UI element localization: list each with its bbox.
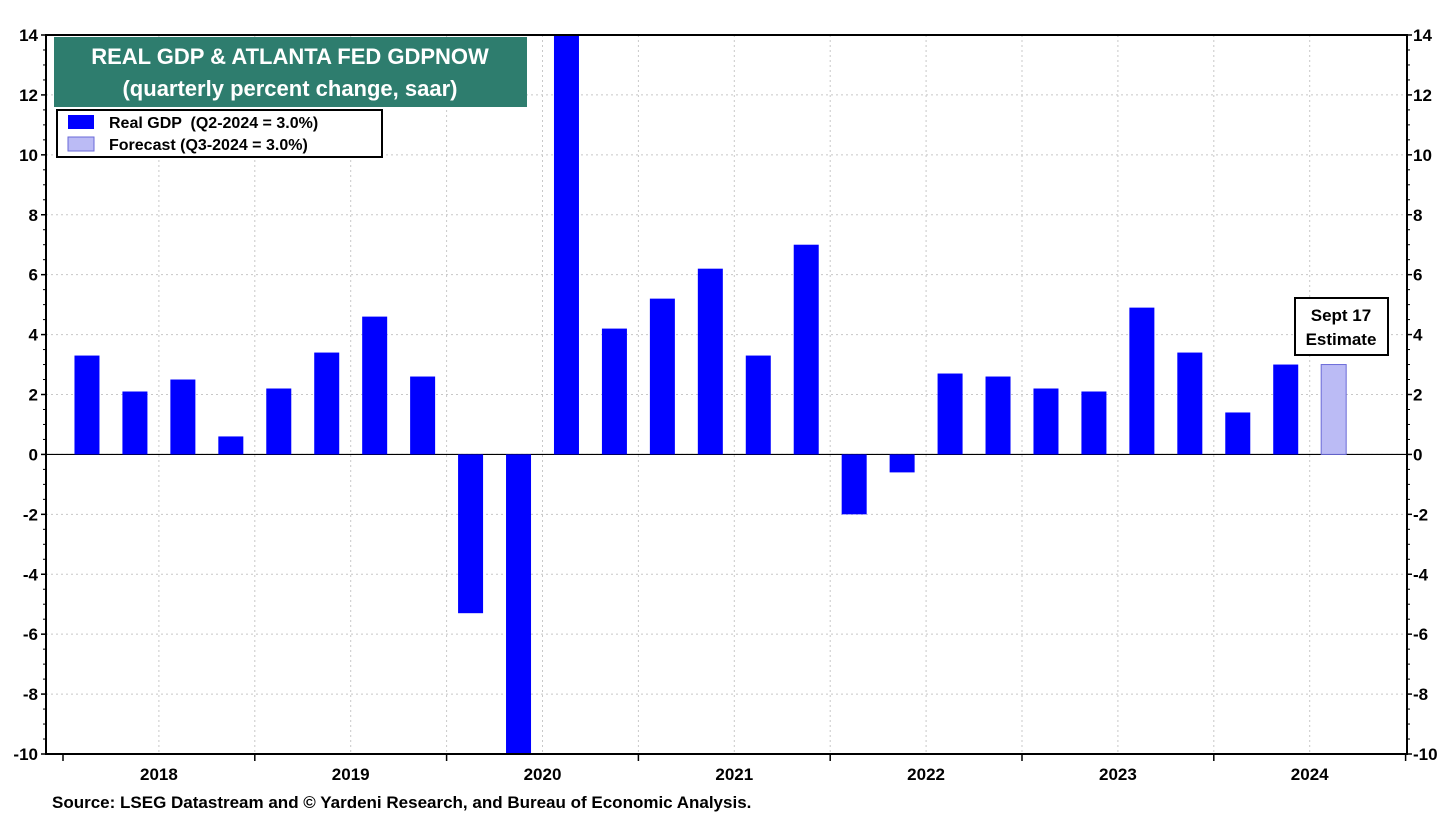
y-tick-label-left: 14	[19, 26, 38, 45]
bar-real-gdp	[1033, 388, 1059, 455]
y-tick-label-right: 10	[1413, 146, 1432, 165]
bar-real-gdp	[218, 436, 244, 455]
x-axis: 2018 2019 2020 2021 2022 2023 2024	[62, 754, 1407, 784]
legend: Real GDP (Q2-2024 = 3.0%) Forecast (Q3-2…	[56, 109, 383, 158]
y-tick-label-left: -8	[23, 685, 38, 704]
estimate-annotation: Sept 17 Estimate	[1294, 297, 1389, 356]
y-tick-label-right: 4	[1413, 326, 1423, 345]
bar-real-gdp	[314, 352, 340, 455]
bar-real-gdp	[362, 316, 388, 455]
bar-real-gdp	[889, 454, 915, 473]
bar-real-gdp	[1225, 412, 1251, 455]
bars	[74, 35, 1347, 754]
x-tick-label: 2022	[907, 765, 945, 784]
source-note: Source: LSEG Datastream and © Yardeni Re…	[52, 793, 752, 812]
x-tick-label: 2018	[140, 765, 178, 784]
y-tick-label-left: 12	[19, 86, 38, 105]
bar-real-gdp	[697, 268, 723, 455]
y-tick-label-right: -6	[1413, 625, 1428, 644]
bar-real-gdp	[649, 298, 675, 455]
title-box: REAL GDP & ATLANTA FED GDPNOW (quarterly…	[54, 37, 527, 107]
y-tick-label-left: 6	[29, 266, 38, 285]
bar-real-gdp	[1081, 391, 1107, 455]
bar-real-gdp	[841, 454, 867, 515]
bar-real-gdp	[458, 454, 484, 614]
y-tick-label-right: 8	[1413, 206, 1422, 225]
y-tick-label-left: 10	[19, 146, 38, 165]
bar-real-gdp	[745, 355, 771, 455]
y-tick-label-left: 4	[29, 326, 39, 345]
x-tick-label: 2020	[524, 765, 562, 784]
y-tick-label-right: 6	[1413, 266, 1422, 285]
y-tick-label-left: 2	[29, 386, 38, 405]
bar-real-gdp	[553, 35, 579, 455]
y-axis: 14 14 12 12 10 10 8 8 6 6 4 4 2 2 0 0 -2 -2 -4 -4 -6 -6 -8 -8 -1…	[13, 26, 1437, 764]
bar-real-gdp	[1129, 307, 1155, 455]
y-tick-label-left: -4	[23, 565, 39, 584]
y-tick-label-right: -4	[1413, 565, 1429, 584]
y-tick-label-left: -10	[13, 745, 38, 764]
chart-title: REAL GDP & ATLANTA FED GDPNOW	[91, 44, 489, 69]
y-tick-label-right: 0	[1413, 445, 1422, 464]
bar-real-gdp	[601, 328, 627, 455]
bar-real-gdp	[122, 391, 148, 455]
y-tick-label-left: 0	[29, 445, 38, 464]
y-tick-label-right: -2	[1413, 505, 1428, 524]
y-tick-label-right: 2	[1413, 386, 1422, 405]
legend-label-real-gdp: Real GDP (Q2-2024 = 3.0%)	[109, 115, 318, 132]
y-tick-label-right: -10	[1413, 745, 1438, 764]
x-tick-label: 2023	[1099, 765, 1137, 784]
bar-forecast	[1320, 364, 1347, 455]
bar-real-gdp	[1273, 364, 1299, 455]
legend-swatch-real-gdp	[68, 115, 94, 129]
bar-real-gdp	[170, 379, 196, 455]
y-tick-label-right: 12	[1413, 86, 1432, 105]
legend-label-forecast: Forecast (Q3-2024 = 3.0%)	[109, 137, 308, 154]
bar-real-gdp	[937, 373, 963, 455]
bar-real-gdp	[74, 355, 100, 455]
annotation-line2: Estimate	[1306, 330, 1377, 349]
bar-real-gdp	[506, 454, 532, 754]
y-tick-label-right: 14	[1413, 26, 1432, 45]
bar-real-gdp	[410, 376, 436, 455]
bar-real-gdp	[266, 388, 292, 455]
bar-real-gdp	[985, 376, 1011, 455]
y-tick-label-left: -2	[23, 505, 38, 524]
bar-real-gdp	[793, 244, 819, 455]
x-tick-label: 2021	[715, 765, 753, 784]
x-tick-label: 2024	[1291, 765, 1329, 784]
y-tick-label-left: 8	[29, 206, 38, 225]
y-tick-label-left: -6	[23, 625, 38, 644]
annotation-line1: Sept 17	[1311, 306, 1371, 325]
x-tick-label: 2019	[332, 765, 370, 784]
y-tick-label-right: -8	[1413, 685, 1428, 704]
legend-swatch-forecast	[67, 136, 95, 152]
bar-real-gdp	[1177, 352, 1203, 455]
chart-subtitle: (quarterly percent change, saar)	[122, 76, 457, 101]
